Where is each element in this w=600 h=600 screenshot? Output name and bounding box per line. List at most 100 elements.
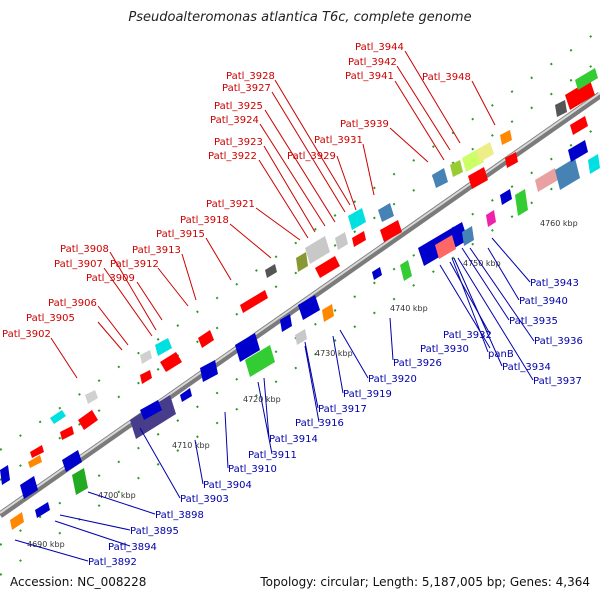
gene-arrow <box>505 152 518 168</box>
gene-arrow <box>296 252 308 272</box>
gene-label: Patl_3904 <box>203 480 252 491</box>
gene-label: Patl_3907 <box>54 259 103 270</box>
gene-label: Patl_3892 <box>88 557 137 568</box>
tick-label: 4750 kbp <box>463 259 501 268</box>
gene-label: Patl_3924 <box>210 115 259 126</box>
gene-arrow <box>450 160 463 177</box>
gene-arrow <box>378 203 394 222</box>
gene-arrow <box>555 158 580 190</box>
gene-label: Patl_3925 <box>214 101 263 112</box>
tick-label: 4760 kbp <box>540 219 578 228</box>
gene-arrow <box>500 130 512 145</box>
gene-label: Patl_3941 <box>345 71 394 82</box>
gene-arrow <box>160 352 182 372</box>
gene-label: Patl_3915 <box>156 229 205 240</box>
tick-label: 4710 kbp <box>172 441 210 450</box>
gene-label: Patl_3936 <box>534 336 583 347</box>
gene-label: Patl_3911 <box>248 450 297 461</box>
gene-label: Patl_3937 <box>533 376 582 387</box>
gene-label: Patl_3894 <box>108 542 157 553</box>
gene-label: Patl_3914 <box>269 434 318 445</box>
gene-label: Patl_3918 <box>180 215 229 226</box>
gene-arrow <box>295 329 307 345</box>
gene-arrow <box>372 267 382 280</box>
gene-arrow <box>140 370 152 384</box>
gene-arrow <box>62 450 82 472</box>
gene-arrow <box>240 290 268 313</box>
gene-label: Patl_3906 <box>48 298 97 309</box>
gene-label: Patl_3898 <box>155 510 204 521</box>
gene-label: Patl_3931 <box>314 135 363 146</box>
gene-arrow <box>78 410 98 430</box>
gene-label: Patl_3903 <box>180 494 229 505</box>
gene-arrow <box>305 236 330 264</box>
gene-arrow <box>130 395 176 439</box>
gene-label: Patl_3940 <box>519 296 568 307</box>
gene-label: Patl_3935 <box>509 316 558 327</box>
genome-title: Pseudoalteromonas atlantica T6c, complet… <box>128 10 472 25</box>
gene-label: Patl_3919 <box>343 389 392 400</box>
gene-arrow <box>555 100 567 117</box>
gene-label: Patl_3934 <box>502 362 551 373</box>
gene-arrow <box>570 116 588 135</box>
bottom-leaders <box>14 237 535 562</box>
gene-arrow <box>180 388 192 402</box>
tick-label: 4690 kbp <box>27 540 65 549</box>
reverse-genes <box>0 140 600 530</box>
gene-arrow <box>280 314 292 332</box>
gene-arrow <box>588 154 600 174</box>
gene-arrow <box>28 455 42 468</box>
gene-label: panB <box>488 349 514 360</box>
tick-label: 4740 kbp <box>390 304 428 313</box>
gene-label: Patl_3929 <box>287 151 336 162</box>
gene-label: Patl_3917 <box>318 404 367 415</box>
gene-label: Patl_3923 <box>214 137 263 148</box>
gene-arrow <box>200 360 218 382</box>
gene-label: Patl_3943 <box>530 278 579 289</box>
gene-arrow <box>85 390 98 404</box>
gene-arrow <box>380 220 402 242</box>
tick-label: 4700 kbp <box>98 491 136 500</box>
gene-label: Patl_3921 <box>206 199 255 210</box>
gene-label: Patl_3913 <box>132 245 181 256</box>
gene-label: Patl_3927 <box>222 83 271 94</box>
gene-arrow <box>335 232 348 250</box>
gene-arrow <box>565 80 595 110</box>
gene-arrow <box>20 476 38 499</box>
gene-arrow <box>476 142 494 162</box>
gene-arrow <box>575 68 598 90</box>
topology-label: Topology: circular; Length: 5,187,005 bp… <box>260 575 590 589</box>
gene-label: Patl_3910 <box>228 464 277 475</box>
gene-arrow <box>245 345 275 377</box>
gene-arrow <box>298 295 320 320</box>
gene-arrow <box>486 210 496 227</box>
gene-arrow <box>435 235 456 259</box>
gene-label: Patl_3908 <box>60 244 109 255</box>
gene-label: Patl_3942 <box>348 57 397 68</box>
gene-arrow <box>400 260 412 281</box>
gene-label: Patl_3922 <box>208 151 257 162</box>
gene-arrow <box>0 465 10 485</box>
top-leaders <box>50 50 496 379</box>
tick-label: 4730 kbp <box>315 349 353 358</box>
gene-label: Patl_3920 <box>368 374 417 385</box>
gene-label: Patl_3944 <box>355 42 404 53</box>
gene-arrow <box>140 350 152 364</box>
gene-label: Patl_3930 <box>420 344 469 355</box>
gene-arrow <box>432 168 448 188</box>
gene-arrow <box>50 410 66 424</box>
top-labels: Patl_3944 Patl_3942 Patl_3941 Patl_3948 … <box>2 42 471 340</box>
gene-label: Patl_3905 <box>26 313 75 324</box>
gene-label: Patl_3912 <box>110 259 159 270</box>
gene-arrow <box>468 167 488 189</box>
gene-label: Patl_3895 <box>130 526 179 537</box>
gene-arrow <box>72 468 88 495</box>
gene-arrow <box>568 140 588 162</box>
gene-label: Patl_3948 <box>422 72 471 83</box>
accession-label: Accession: NC_008228 <box>10 575 147 589</box>
gene-arrow <box>348 208 366 230</box>
gene-arrow <box>500 189 512 205</box>
gene-arrow <box>235 333 260 362</box>
bottom-labels: Patl_3943 Patl_3940 Patl_3935 Patl_3936 … <box>88 278 583 568</box>
gene-arrow <box>535 168 558 192</box>
